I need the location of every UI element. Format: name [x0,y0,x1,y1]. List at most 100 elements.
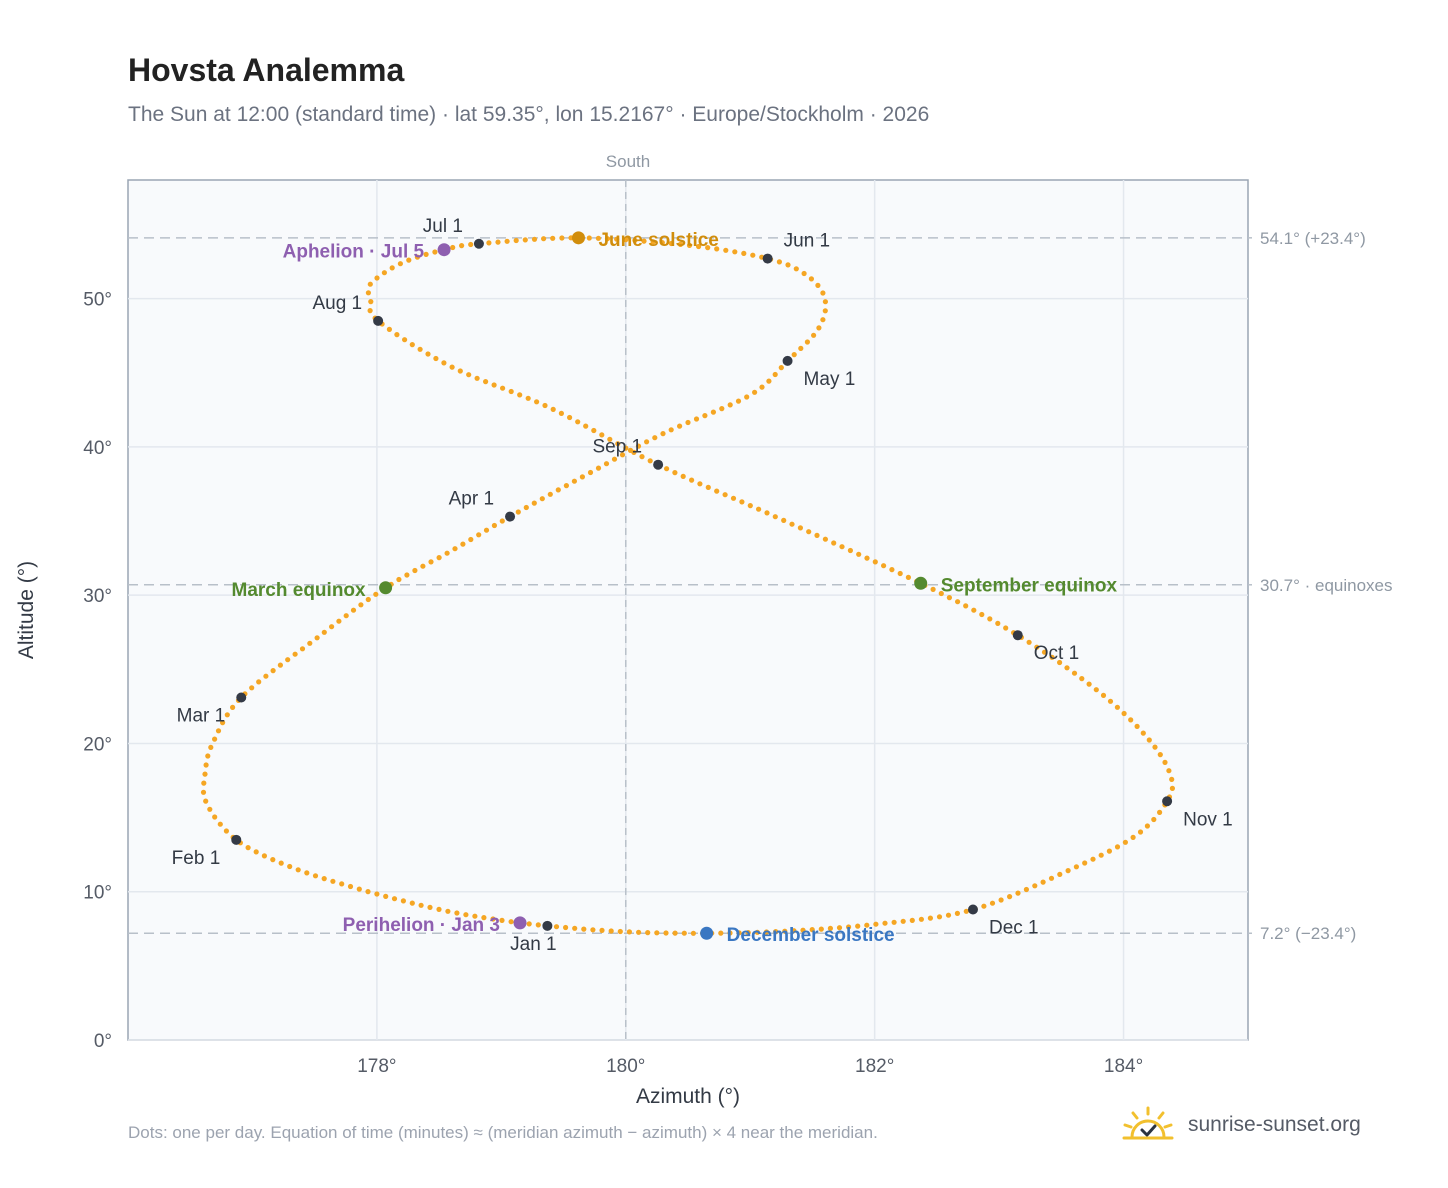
brand-text: sunrise-sunset.org [1188,1113,1361,1136]
month-label: Jun 1 [784,231,830,252]
daily-sun-dot [347,883,354,890]
daily-sun-dot [599,432,605,438]
daily-sun-dot [836,925,843,931]
daily-sun-dot [230,704,236,711]
daily-sun-dot [806,529,812,535]
daily-sun-dot [203,798,209,804]
event-marker [513,916,527,930]
daily-sun-dot [607,436,613,442]
daily-sun-dot [800,927,806,933]
daily-sun-dot [550,235,556,241]
daily-sun-dot [396,576,402,583]
daily-sun-dot [466,372,472,378]
daily-sun-dot [522,237,528,243]
daily-sun-dot [617,928,623,935]
event-label: Perihelion · Jan 3 [343,915,500,936]
daily-sun-dot [652,435,658,441]
daily-sun-dot [645,930,651,936]
daily-sun-dot [623,237,629,243]
daily-sun-dot [1098,852,1104,858]
daily-sun-dot [636,929,642,935]
brand-logo[interactable]: sunrise-sunset.org [1120,1100,1361,1150]
daily-sun-dot [808,276,815,282]
daily-sun-dot [798,345,804,351]
daily-sun-dot [368,299,374,305]
daily-sun-dot [778,365,784,371]
daily-sun-dot [979,611,985,618]
daily-sun-dot [963,603,969,609]
y-axis-title: Altitude (°) [15,561,38,659]
daily-sun-dot [882,920,888,926]
daily-sun-dot [567,414,573,421]
daily-sun-dot [702,413,708,419]
daily-sun-dot [1007,894,1013,900]
daily-sun-dot [615,441,621,447]
daily-sun-dot [374,891,380,897]
daily-sun-dot [555,487,561,493]
daily-sun-dot [220,720,226,726]
daily-sun-dot [595,235,602,241]
daily-sun-dot [814,532,820,539]
daily-sun-dot [872,559,878,565]
daily-sun-dot [404,572,410,578]
month-label: May 1 [804,369,856,390]
daily-sun-dot [782,928,788,934]
reference-line-label: 30.7° · equinoxes [1260,576,1393,595]
daily-sun-dot [373,591,379,597]
daily-sun-dot [839,544,845,550]
daily-sun-dot [998,897,1004,903]
daily-sun-dot [452,546,458,552]
daily-sun-dot [710,409,717,415]
daily-sun-dot [523,504,529,511]
daily-sun-dot [631,449,637,455]
daily-sun-dot [409,342,415,348]
daily-sun-dot [418,902,424,908]
daily-sun-dot [773,929,779,935]
daily-sun-dot [389,265,395,271]
daily-sun-dot [383,893,389,900]
daily-sun-dot [539,496,545,502]
daily-sun-dot [727,402,733,408]
daily-sun-dot [581,926,587,932]
daily-sun-dot [285,657,291,663]
daily-sun-dot [454,910,460,916]
daily-sun-dot [1157,809,1163,816]
daily-sun-dot [1073,864,1079,870]
daily-sun-dot [444,550,450,556]
daily-sun-dot [558,410,565,416]
daily-sun-dot [820,317,826,323]
daily-sun-dot [1122,839,1128,845]
daily-sun-dot [583,423,589,429]
month-marker [1162,796,1173,807]
daily-sun-dot [752,389,758,395]
y-tick-label: 20° [83,734,112,755]
daily-sun-dot [504,238,510,244]
daily-sun-dot [1151,816,1157,823]
daily-sun-dot [599,927,605,934]
daily-sun-dot [909,917,915,924]
daily-sun-dot [490,916,496,922]
event-marker [571,231,585,245]
daily-sun-dot [420,563,426,569]
x-tick-label: 184° [1104,1056,1143,1077]
daily-sun-dot [386,326,392,332]
daily-sun-dot [714,488,720,494]
daily-sun-dot [428,559,434,565]
daily-sun-dot [776,259,783,265]
daily-sun-dot [754,929,761,935]
event-label: June solstice [598,230,718,251]
reference-line-label: 54.1° (+23.4°) [1260,229,1366,248]
daily-sun-dot [1071,670,1078,676]
daily-sun-dot [745,930,751,936]
daily-sun-dot [1086,681,1092,687]
daily-sun-dot [329,624,335,630]
daily-sun-dot [797,525,804,531]
daily-sun-dot [772,514,778,520]
daily-sun-dot [409,900,415,906]
x-axis-title: Azimuth (°) [636,1085,740,1108]
daily-sun-dot [681,930,687,936]
daily-sun-dot [744,394,750,400]
daily-sun-dot [722,492,728,498]
daily-sun-dot [654,930,660,936]
month-label: Jul 1 [423,216,463,237]
